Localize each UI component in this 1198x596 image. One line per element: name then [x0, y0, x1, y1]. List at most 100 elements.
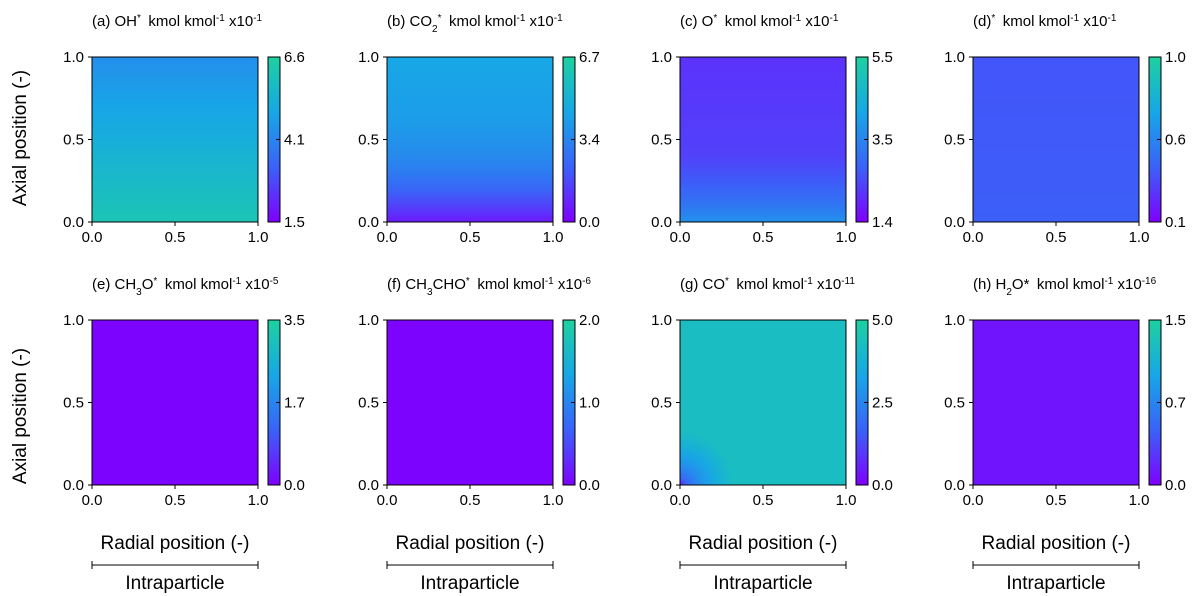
y-tick-label: 1.0	[63, 49, 84, 66]
panel-a: 0.0 0.5 1.0 0.0 0.5 1.0 1.5 4.1 6.6 (a) OH* kmol …	[63, 13, 305, 247]
colorbar-tick-label: 1.0	[1165, 49, 1186, 66]
x-tick-label: 0.5	[753, 492, 774, 509]
heatmap-field	[92, 57, 258, 222]
x-tick-label: 0.5	[165, 492, 186, 509]
y-tick-label: 0.5	[63, 132, 84, 149]
bracket-label: Intraparticle	[420, 573, 519, 594]
colorbar-tick-label: 3.5	[284, 312, 305, 329]
panel-title: (f) CH3CHO* kmol kmol-1 x10-6	[387, 276, 591, 298]
y-tick-label: 0.0	[63, 214, 84, 231]
x-axis-label: Radial position (-)	[982, 533, 1131, 554]
heatmap-field	[387, 320, 553, 485]
panel-title: (g) CO* kmol kmol-1 x10-11	[680, 276, 855, 294]
colorbar-tick-label: 0.0	[284, 477, 305, 494]
y-tick-label: 0.0	[358, 477, 379, 494]
colorbar-tick-label: 0.0	[579, 477, 600, 494]
y-tick-label: 1.0	[358, 49, 379, 66]
y-axis-label-top: Axial position (-)	[10, 70, 31, 206]
y-tick-label: 0.0	[651, 477, 672, 494]
x-tick-label: 0.5	[1046, 229, 1067, 246]
y-tick-label: 0.5	[63, 395, 84, 412]
colorbar-tick-label: 1.0	[579, 395, 600, 412]
x-tick-label: 1.0	[248, 229, 269, 246]
y-tick-label: 0.0	[944, 214, 965, 231]
panel-b: 0.0 0.5 1.0 0.0 0.5 1.0 0.0 3.4 6.7 (b) CO2* kmol…	[358, 13, 600, 247]
x-tick-label: 0.0	[377, 229, 398, 246]
colorbar-tick-label: 1.5	[1165, 312, 1186, 329]
heatmap-field	[387, 57, 553, 222]
colorbar-tick-label: 0.0	[1165, 477, 1186, 494]
x-tick-label: 1.0	[248, 492, 269, 509]
colorbar-tick-label: 2.5	[872, 395, 893, 412]
heatmap-field	[680, 57, 846, 222]
panel-g: 0.0 0.5 1.0 0.0 0.5 1.0 0.0 2.5 5.0 (g) CO* kmol …	[651, 276, 893, 510]
x-axis-label: Radial position (-)	[396, 533, 545, 554]
x-axis-label: Radial position (-)	[689, 533, 838, 554]
y-tick-label: 0.5	[651, 132, 672, 149]
colorbar-tick-label: 6.7	[579, 49, 600, 66]
x-tick-label: 1.0	[1129, 492, 1150, 509]
panel-f: 0.0 0.5 1.0 0.0 0.5 1.0 0.0 1.0 2.0 (f) CH3CHO* k…	[358, 276, 600, 510]
colorbar-tick-label: 1.5	[284, 214, 305, 231]
panel-d: 0.0 0.5 1.0 0.0 0.5 1.0 0.1 0.6 1.0 (d)* kmol kmo…	[944, 13, 1186, 247]
colorbar-tick-label: 3.5	[872, 132, 893, 149]
x-tick-label: 1.0	[543, 492, 564, 509]
x-tick-label: 1.0	[543, 229, 564, 246]
y-tick-label: 0.5	[944, 395, 965, 412]
y-tick-label: 1.0	[651, 49, 672, 66]
panel-title: (c) O* kmol kmol-1 x10-1	[680, 13, 839, 31]
x-tick-label: 0.0	[377, 492, 398, 509]
x-tick-label: 0.0	[670, 229, 691, 246]
column-footer: Radial position (-) Intraparticle	[679, 533, 847, 594]
colorbar-tick-label: 3.4	[579, 132, 600, 149]
y-tick-label: 0.5	[358, 395, 379, 412]
y-tick-label: 0.0	[63, 477, 84, 494]
panel-title: (d)* kmol kmol-1 x10-1	[973, 13, 1117, 31]
colorbar-tick-label: 5.5	[872, 49, 893, 66]
x-tick-label: 0.0	[963, 492, 984, 509]
colorbar-tick-label: 6.6	[284, 49, 305, 66]
y-tick-label: 0.0	[651, 214, 672, 231]
y-tick-label: 1.0	[63, 312, 84, 329]
colorbar-tick-label: 1.4	[872, 214, 893, 231]
colorbar-tick-label: 1.7	[284, 395, 305, 412]
colorbar-tick-label: 0.0	[872, 477, 893, 494]
y-tick-label: 1.0	[358, 312, 379, 329]
y-tick-label: 1.0	[651, 312, 672, 329]
colorbar-tick-label: 4.1	[284, 132, 305, 149]
y-tick-label: 0.0	[944, 477, 965, 494]
colorbar-tick-label: 2.0	[579, 312, 600, 329]
colorbar-tick-label: 0.1	[1165, 214, 1186, 231]
heatmap-field	[973, 320, 1139, 485]
column-footer: Radial position (-) Intraparticle	[386, 533, 554, 594]
column-footer: Radial position (-) Intraparticle	[972, 533, 1140, 594]
y-tick-label: 1.0	[944, 312, 965, 329]
y-tick-label: 0.0	[358, 214, 379, 231]
panel-title: (h) H2O* kmol kmol-1 x10-16	[973, 276, 1157, 298]
colorbar-tick-label: 0.6	[1165, 132, 1186, 149]
x-tick-label: 0.5	[753, 229, 774, 246]
x-tick-label: 0.0	[963, 229, 984, 246]
x-axis-label: Radial position (-)	[101, 533, 250, 554]
y-tick-label: 0.5	[358, 132, 379, 149]
x-tick-label: 0.5	[165, 229, 186, 246]
x-tick-label: 0.5	[460, 229, 481, 246]
x-tick-label: 0.0	[670, 492, 691, 509]
heatmap-field	[92, 320, 258, 485]
x-tick-label: 0.5	[460, 492, 481, 509]
panel-title: (e) CH3O* kmol kmol-1 x10-5	[92, 276, 279, 298]
y-tick-label: 1.0	[944, 49, 965, 66]
bracket-label: Intraparticle	[125, 573, 224, 594]
panel-h: 0.0 0.5 1.0 0.0 0.5 1.0 0.0 0.7 1.5 (h) H2O* kmol…	[944, 276, 1186, 510]
x-tick-label: 0.0	[82, 492, 103, 509]
y-axis-label-bottom: Axial position (-)	[10, 348, 31, 484]
bracket-label: Intraparticle	[1006, 573, 1105, 594]
panel-c: 0.0 0.5 1.0 0.0 0.5 1.0 1.4 3.5 5.5 (c) O* kmol k…	[651, 13, 893, 247]
x-tick-label: 1.0	[836, 492, 857, 509]
y-tick-label: 0.5	[651, 395, 672, 412]
panel-title: (a) OH* kmol kmol-1 x10-1	[92, 13, 263, 31]
x-tick-label: 1.0	[836, 229, 857, 246]
panel-title: (b) CO2* kmol kmol-1 x10-1	[387, 13, 563, 35]
colorbar-tick-label: 0.0	[579, 214, 600, 231]
